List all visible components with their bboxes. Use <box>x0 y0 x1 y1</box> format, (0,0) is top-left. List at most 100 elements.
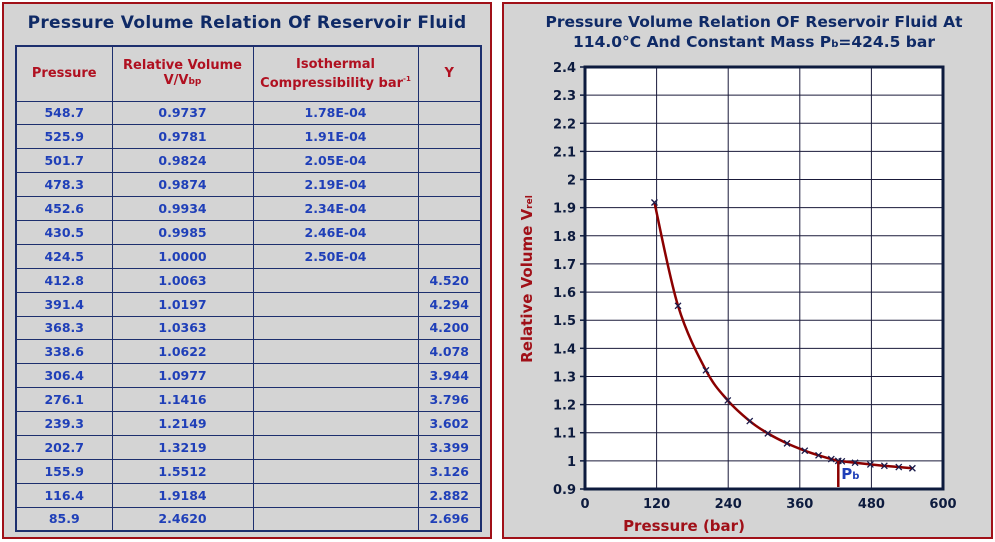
header-relative-volume-line2: V/V <box>163 72 189 88</box>
cell-pressure: 368.3 <box>15 315 113 341</box>
cell-pressure: 430.5 <box>15 219 113 245</box>
cell-y: 2.882 <box>417 482 482 508</box>
x-tick-label: 480 <box>858 497 885 512</box>
header-compressibility: Isothermal Compressibility bar-1 <box>252 45 419 102</box>
data-point-marker <box>801 447 809 455</box>
data-point-marker <box>866 460 874 468</box>
data-point-marker <box>724 396 732 404</box>
cell-pressure: 155.9 <box>15 458 113 484</box>
cell-relative-volume: 1.2149 <box>111 411 254 436</box>
cell-relative-volume: 1.0363 <box>111 315 254 341</box>
cell-y: 3.126 <box>417 458 482 484</box>
table-title: Pressure Volume Relation Of Reservoir Fl… <box>27 13 467 33</box>
table-row: 338.6 1.0622 4.078 <box>15 339 482 365</box>
data-point-marker <box>851 459 859 467</box>
cell-compressibility <box>252 506 419 532</box>
table-row: 202.7 1.3219 3.399 <box>15 434 482 460</box>
cell-compressibility <box>252 411 419 436</box>
cell-compressibility <box>252 291 419 317</box>
table-row: 452.6 0.9934 2.34E-04 <box>15 196 482 221</box>
cell-relative-volume: 1.0063 <box>111 267 254 293</box>
chart-title-line2-pre: 114.0°C And Constant Mass P <box>573 33 831 51</box>
cell-relative-volume: 0.9985 <box>111 219 254 245</box>
cell-compressibility: 2.05E-04 <box>252 148 419 174</box>
table-row: 155.9 1.5512 3.126 <box>15 458 482 484</box>
header-relative-volume-sub: bp <box>188 76 202 87</box>
data-point-marker <box>908 464 916 472</box>
cell-pressure: 412.8 <box>15 267 113 293</box>
cell-y <box>417 196 482 221</box>
cell-compressibility: 2.19E-04 <box>252 172 419 198</box>
cell-pressure: 501.7 <box>15 148 113 174</box>
table-row: 276.1 1.1416 3.796 <box>15 387 482 413</box>
cell-pressure: 548.7 <box>15 100 113 126</box>
x-tick-label: 600 <box>929 497 956 512</box>
data-point-marker <box>827 455 835 463</box>
cell-pressure: 276.1 <box>15 387 113 413</box>
cell-pressure: 116.4 <box>15 482 113 508</box>
cell-y <box>417 100 482 126</box>
cell-pressure: 338.6 <box>15 339 113 365</box>
header-compressibility-line1: Isothermal <box>296 56 375 72</box>
x-tick-label: 240 <box>715 497 742 512</box>
y-tick-label: 1.3 <box>553 370 576 385</box>
chart-title-line2-sub: b <box>831 39 838 50</box>
cell-pressure: 239.3 <box>15 411 113 436</box>
data-point-marker <box>650 199 658 206</box>
cell-compressibility <box>252 267 419 293</box>
cell-compressibility: 2.34E-04 <box>252 196 419 221</box>
cell-y: 3.796 <box>417 387 482 413</box>
cell-y: 4.078 <box>417 339 482 365</box>
chart-title-line2-post: =424.5 bar <box>838 33 935 51</box>
cell-y: 3.399 <box>417 434 482 460</box>
y-tick-label: 1.7 <box>553 258 576 273</box>
cell-relative-volume: 0.9781 <box>111 124 254 150</box>
y-tick-label: 1 <box>567 455 576 470</box>
cell-compressibility <box>252 339 419 365</box>
cell-y: 3.602 <box>417 411 482 436</box>
header-pressure: Pressure <box>15 45 113 102</box>
x-tick-label: 0 <box>580 497 589 512</box>
cell-relative-volume: 1.0977 <box>111 363 254 389</box>
y-tick-label: 1.4 <box>553 342 576 357</box>
cell-compressibility: 2.46E-04 <box>252 219 419 245</box>
cell-y: 3.944 <box>417 363 482 389</box>
table-row: 85.9 2.4620 2.696 <box>15 506 482 532</box>
table-row: 306.4 1.0977 3.944 <box>15 363 482 389</box>
data-point-marker <box>764 429 772 437</box>
y-tick-label: 1.9 <box>553 202 576 217</box>
pv-curve <box>653 202 913 470</box>
table-row: 430.5 0.9985 2.46E-04 <box>15 219 482 245</box>
header-relative-volume-line1: Relative Volume <box>123 57 242 73</box>
cell-pressure: 85.9 <box>15 506 113 532</box>
cell-relative-volume: 1.1416 <box>111 387 254 413</box>
header-compressibility-line2: Compressibility bar <box>260 75 404 91</box>
table-row: 116.4 1.9184 2.882 <box>15 482 482 508</box>
cell-compressibility <box>252 482 419 508</box>
bubble-point-label: Pb <box>841 465 859 483</box>
cell-relative-volume: 0.9874 <box>111 172 254 198</box>
table-row: 478.3 0.9874 2.19E-04 <box>15 172 482 198</box>
table-row: 501.7 0.9824 2.05E-04 <box>15 148 482 174</box>
cell-y <box>417 219 482 245</box>
cell-y: 4.294 <box>417 291 482 317</box>
cell-compressibility <box>252 315 419 341</box>
table-panel: Pressure Volume Relation Of Reservoir Fl… <box>2 2 492 539</box>
axes: 0 120 240 360 480 600 0.9 1 1.1 1.2 1.3 1.4 1.5 1.6 1.… <box>553 61 957 512</box>
cell-relative-volume: 1.0622 <box>111 339 254 365</box>
data-point-marker <box>815 451 822 459</box>
y-tick-label: 2.2 <box>553 117 576 132</box>
cell-pressure: 424.5 <box>15 243 113 269</box>
y-tick-label: 2.3 <box>553 89 576 104</box>
table-body: 548.7 0.9737 1.78E-04 525.9 0.9781 1.91E-04 50… <box>15 100 482 532</box>
pvt-table: Pressure Relative Volume V/Vbp Isotherma… <box>15 45 482 533</box>
x-axis-label: Pressure (bar) <box>623 517 745 535</box>
plot-frame <box>583 65 945 491</box>
cell-compressibility <box>252 363 419 389</box>
cell-pressure: 525.9 <box>15 124 113 150</box>
cell-relative-volume: 0.9737 <box>111 100 254 126</box>
table-header-row: Pressure Relative Volume V/Vbp Isotherma… <box>15 45 482 102</box>
cell-pressure: 306.4 <box>15 363 113 389</box>
bubble-point-label-main: P <box>841 465 852 483</box>
cell-y <box>417 148 482 174</box>
